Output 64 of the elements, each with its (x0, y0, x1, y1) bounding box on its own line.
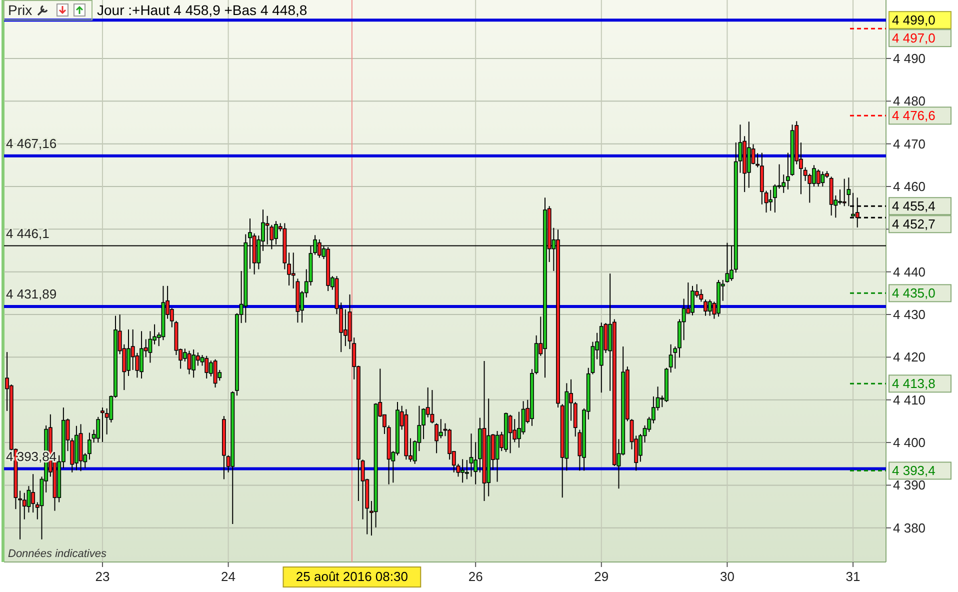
candlestick (521, 400, 526, 435)
ref-line-label: 4 413,8 (892, 376, 936, 392)
ref-line-label: 4 435,0 (892, 286, 936, 301)
candlestick (18, 490, 22, 540)
candlestick (786, 152, 790, 190)
candlestick (708, 299, 712, 316)
candlestick (204, 355, 209, 380)
candlestick (842, 178, 846, 207)
chart-subtitle: Jour :+Haut 4 458,9 +Bas 4 448,8 (97, 2, 308, 18)
candlestick (438, 418, 443, 439)
annotation: Données indicatives (8, 548, 107, 560)
x-tick-label: 29 (594, 569, 609, 584)
candlestick (816, 168, 820, 187)
candlestick (820, 171, 825, 187)
chart-title: Prix (8, 2, 32, 18)
candlestick (148, 330, 152, 364)
y-tick-label: 4 390 (893, 478, 926, 493)
ref-line-label: 4 455,4 (892, 198, 936, 214)
candlestick (343, 308, 348, 347)
x-tick-label: 24 (221, 569, 236, 584)
y-tick-label: 4 490 (893, 51, 926, 66)
x-tick-label: 30 (720, 569, 734, 584)
ref-line-label: 4 431,89 (6, 286, 57, 302)
candlestick (430, 390, 434, 424)
y-tick-label: 4 430 (893, 307, 926, 322)
y-tick-label: 4 400 (893, 435, 926, 450)
y-tick-label: 4 470 (893, 136, 926, 152)
x-tick-label: 23 (95, 569, 110, 584)
candlestick (213, 358, 218, 388)
candlestick (460, 458, 465, 484)
y-tick-label: 4 380 (893, 520, 926, 536)
candlestick (88, 432, 92, 460)
ref-line-label: 4 446,1 (6, 226, 50, 241)
x-tick-label: 26 (468, 569, 483, 584)
x-tick-label: 31 (846, 569, 860, 584)
candlestick (31, 474, 36, 513)
candlestick (100, 407, 104, 443)
candlestick (360, 459, 365, 520)
y-tick-label: 4 480 (893, 94, 926, 109)
candlestick (508, 414, 512, 454)
candlestick (772, 184, 777, 214)
ref-line-label: 4 452,7 (892, 216, 936, 232)
candlestick (673, 346, 678, 370)
candlestick (192, 348, 196, 378)
candlestick (764, 190, 768, 214)
candlestick (96, 416, 100, 444)
ref-line-label: 4 499,0 (892, 12, 936, 28)
candlestick (196, 352, 200, 366)
ref-line-label: 4 497,0 (892, 30, 936, 46)
candlestick (474, 442, 478, 485)
ref-line-label: 4 393,4 (892, 463, 936, 478)
y-tick-label: 4 440 (893, 264, 926, 280)
y-tick-label: 4 410 (893, 392, 926, 408)
y-tick-label: 4 420 (893, 350, 926, 365)
candlestick (668, 344, 673, 374)
y-tick-label: 4 460 (893, 179, 926, 194)
ref-line-label: 4 476,6 (892, 108, 936, 124)
candlestick (768, 189, 773, 212)
candlestick (22, 492, 26, 520)
candlestick (756, 152, 760, 168)
candlestick (26, 486, 31, 513)
candlestick (469, 433, 474, 478)
text: 25 août 2016 08:30 (296, 569, 408, 584)
ref-line-label: 4 467,16 (6, 136, 57, 151)
